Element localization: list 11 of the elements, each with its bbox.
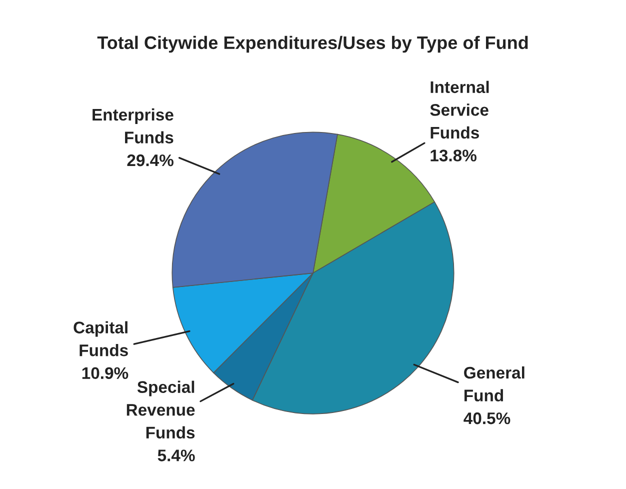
data-label: 29.4%: [127, 154, 174, 166]
slice-label: Special Revenue Funds: [126, 380, 195, 439]
data-label: 40.5%: [464, 412, 510, 424]
slice-label: General Fund: [464, 366, 524, 402]
chart-title: Total Citywide Expenditures/Uses by Type of Fund: [97, 36, 528, 53]
slice-label: Internal Service Funds: [430, 80, 489, 139]
data-label: 5.4%: [158, 450, 195, 462]
slice-label: Capital Funds: [74, 321, 128, 356]
data-label: 13.8%: [430, 150, 476, 162]
data-label: 10.9%: [82, 367, 128, 380]
slice-label: Enterprise Funds: [92, 108, 174, 144]
